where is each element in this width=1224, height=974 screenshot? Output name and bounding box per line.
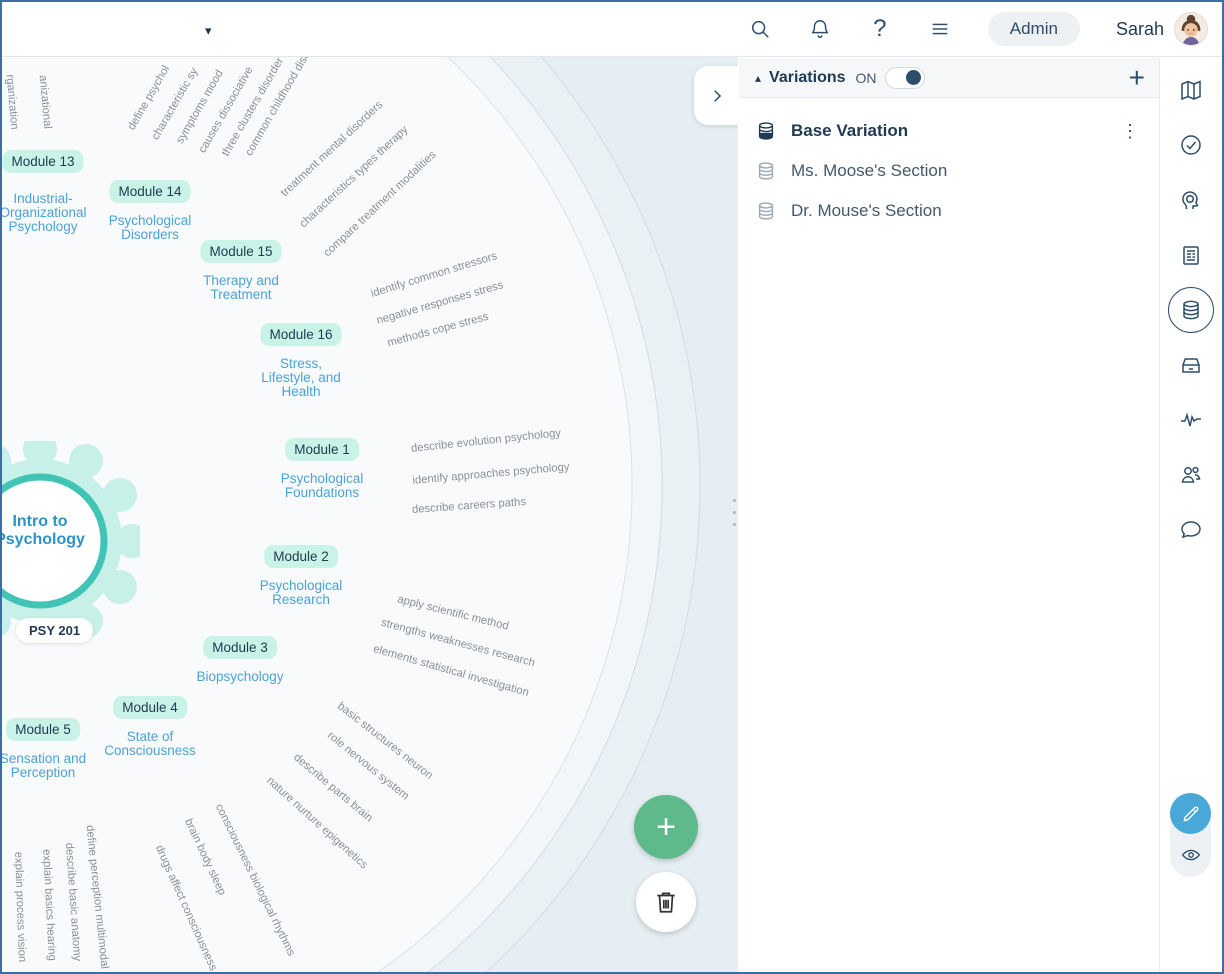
module-title[interactable]: Psychological Disorders [108,213,192,242]
module-pill[interactable]: Module 14 [109,180,191,203]
search-icon[interactable] [748,17,772,41]
collapse-triangle-icon[interactable]: ▴ [755,70,762,85]
variations-panel: ▴ Variations ON + Base Variation ⋮ Ms. Moo… [739,58,1161,972]
module-pill[interactable]: Module 2 [264,545,338,568]
check-circle-icon[interactable] [1168,122,1214,168]
module-title[interactable]: Sensation and Perception [2,751,87,780]
module-title[interactable]: State of Consciousness [104,729,196,758]
variations-toggle[interactable] [884,66,925,89]
module-title[interactable]: Psychological Foundations [280,471,364,500]
variation-db-icon [758,202,774,220]
user-menu[interactable]: Sarah [1116,12,1208,46]
variations-list: Base Variation ⋮ Ms. Moose's Section Dr. Mo… [739,98,1161,244]
module-pill[interactable]: Module 13 [2,150,84,173]
wheel-rings [2,57,701,972]
document-icon[interactable] [1168,232,1214,278]
course-node[interactable]: Intro to Psychology [2,432,149,650]
add-node-button[interactable]: + [634,795,698,859]
module-label[interactable]: Module 3 [203,636,277,659]
pencil-icon [1182,806,1198,822]
module-pill[interactable]: Module 5 [6,718,80,741]
delete-button[interactable] [636,872,696,932]
trash-icon [657,892,675,913]
module-title[interactable]: Psychological Research [259,578,343,607]
variation-name: Ms. Moose's Section [791,161,948,180]
panel-expand-button[interactable] [694,66,738,125]
variation-db-icon [758,122,774,140]
chat-icon[interactable] [1168,507,1214,553]
module-pill[interactable]: Module 3 [203,636,277,659]
view-mode-button[interactable] [1170,834,1211,875]
top-bar: ▾ ? Admin Sarah [2,2,1222,57]
variations-on-label: ON [855,69,877,86]
module-label[interactable]: Module 1 [285,438,359,461]
variation-item[interactable]: Dr. Mouse's Section [755,198,1145,224]
splitter-handle[interactable] [733,499,736,526]
module-pill[interactable]: Module 16 [260,323,342,346]
module-label[interactable]: Module 5 [6,718,80,741]
module-pill[interactable]: Module 1 [285,438,359,461]
module-label[interactable]: Module 14 [109,180,191,203]
bell-icon[interactable] [808,17,832,41]
variation-name: Dr. Mouse's Section [791,201,942,220]
module-label[interactable]: Module 13 [2,150,84,173]
edit-mode-button[interactable] [1170,793,1211,834]
people-icon[interactable] [1168,452,1214,498]
module-pill[interactable]: Module 4 [113,696,187,719]
eye-icon [1181,849,1200,860]
variations-title: Variations [769,68,846,86]
avatar[interactable] [1174,12,1208,46]
pulse-icon[interactable] [1168,397,1214,443]
module-pill[interactable]: Module 15 [200,240,282,263]
kebab-menu-icon[interactable]: ⋮ [1121,120,1139,141]
mode-switch [1170,793,1211,877]
add-variation-button[interactable]: + [1128,61,1145,93]
admin-badge[interactable]: Admin [987,12,1080,46]
variations-header: ▴ Variations ON + [739,58,1161,98]
hamburger-menu-icon[interactable] [928,17,952,41]
module-title[interactable]: Biopsychology [196,669,284,684]
course-code-badge[interactable]: PSY 201 [16,618,94,643]
module-label[interactable]: Module 16 [260,323,342,346]
variation-item[interactable]: Base Variation ⋮ [755,118,1145,144]
drawer-icon[interactable] [1168,342,1214,388]
map-icon[interactable] [1168,67,1214,113]
tool-sidebar [1159,58,1222,972]
module-title[interactable]: Stress, Lifestyle, and Health [261,356,341,399]
module-label[interactable]: Module 4 [113,696,187,719]
chevron-right-icon [713,89,721,102]
module-title[interactable]: Therapy and Treatment [203,273,279,302]
module-title[interactable]: Industrial- Organizational Psychology [2,191,87,234]
chevron-down-icon[interactable]: ▾ [205,23,212,38]
course-title[interactable]: Intro to Psychology [2,513,85,548]
help-icon[interactable]: ? [873,15,887,42]
head-gear-icon[interactable] [1168,177,1214,223]
module-label[interactable]: Module 15 [200,240,282,263]
course-map[interactable]: define psychol characteristic sy symptoms … [2,57,738,972]
variation-db-icon [758,162,774,180]
user-name: Sarah [1115,18,1164,39]
database-icon[interactable] [1168,287,1214,333]
variation-name: Base Variation [791,121,909,140]
variation-item[interactable]: Ms. Moose's Section [755,158,1145,184]
module-label[interactable]: Module 2 [264,545,338,568]
